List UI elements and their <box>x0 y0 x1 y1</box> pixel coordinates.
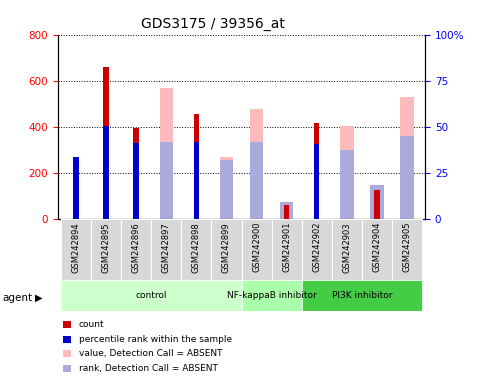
Bar <box>159 142 173 219</box>
Bar <box>400 136 414 219</box>
Bar <box>103 126 109 219</box>
Bar <box>284 205 289 219</box>
Text: GSM242901: GSM242901 <box>282 222 291 273</box>
Bar <box>133 143 139 219</box>
Bar <box>314 123 319 219</box>
Bar <box>250 142 263 219</box>
Text: GDS3175 / 39356_at: GDS3175 / 39356_at <box>141 17 284 31</box>
Text: count: count <box>79 320 104 329</box>
Text: NF-kappaB inhibitor: NF-kappaB inhibitor <box>227 291 316 300</box>
Bar <box>103 67 109 219</box>
Text: GSM242895: GSM242895 <box>101 222 111 273</box>
Text: GSM242902: GSM242902 <box>312 222 321 273</box>
Text: GSM242900: GSM242900 <box>252 222 261 273</box>
Bar <box>220 160 233 219</box>
Bar <box>151 219 181 280</box>
Text: ▶: ▶ <box>35 293 43 303</box>
Text: GSM242896: GSM242896 <box>132 222 141 273</box>
Text: GSM242897: GSM242897 <box>162 222 171 273</box>
Bar <box>314 144 319 219</box>
Text: GSM242894: GSM242894 <box>71 222 81 273</box>
Bar <box>242 280 302 311</box>
Bar <box>242 219 271 280</box>
Bar <box>271 219 302 280</box>
Bar <box>220 157 233 219</box>
Text: agent: agent <box>2 293 32 303</box>
Bar <box>374 190 380 219</box>
Bar <box>392 219 422 280</box>
Bar <box>194 114 199 219</box>
Bar <box>61 219 91 280</box>
Text: value, Detection Call = ABSENT: value, Detection Call = ABSENT <box>79 349 222 358</box>
Bar <box>159 88 173 219</box>
Bar <box>181 219 212 280</box>
Bar <box>194 142 199 219</box>
Text: GSM242903: GSM242903 <box>342 222 351 273</box>
Text: GSM242898: GSM242898 <box>192 222 201 273</box>
Bar <box>250 109 263 219</box>
Bar <box>73 157 79 219</box>
Text: GSM242905: GSM242905 <box>402 222 412 273</box>
Text: PI3K inhibitor: PI3K inhibitor <box>332 291 392 300</box>
Bar <box>370 189 384 219</box>
Text: GSM242904: GSM242904 <box>372 222 382 273</box>
Bar <box>332 219 362 280</box>
Bar <box>302 280 422 311</box>
Bar <box>121 219 151 280</box>
Bar <box>61 280 242 311</box>
Bar <box>302 219 332 280</box>
Bar <box>91 219 121 280</box>
Bar <box>340 126 354 219</box>
Bar <box>400 97 414 219</box>
Bar <box>370 185 384 219</box>
Text: control: control <box>136 291 167 300</box>
Bar <box>362 219 392 280</box>
Bar <box>280 202 293 219</box>
Text: GSM242899: GSM242899 <box>222 222 231 273</box>
Text: percentile rank within the sample: percentile rank within the sample <box>79 334 232 344</box>
Text: rank, Detection Call = ABSENT: rank, Detection Call = ABSENT <box>79 364 218 373</box>
Bar <box>340 150 354 219</box>
Bar <box>133 128 139 219</box>
Bar <box>212 219 242 280</box>
